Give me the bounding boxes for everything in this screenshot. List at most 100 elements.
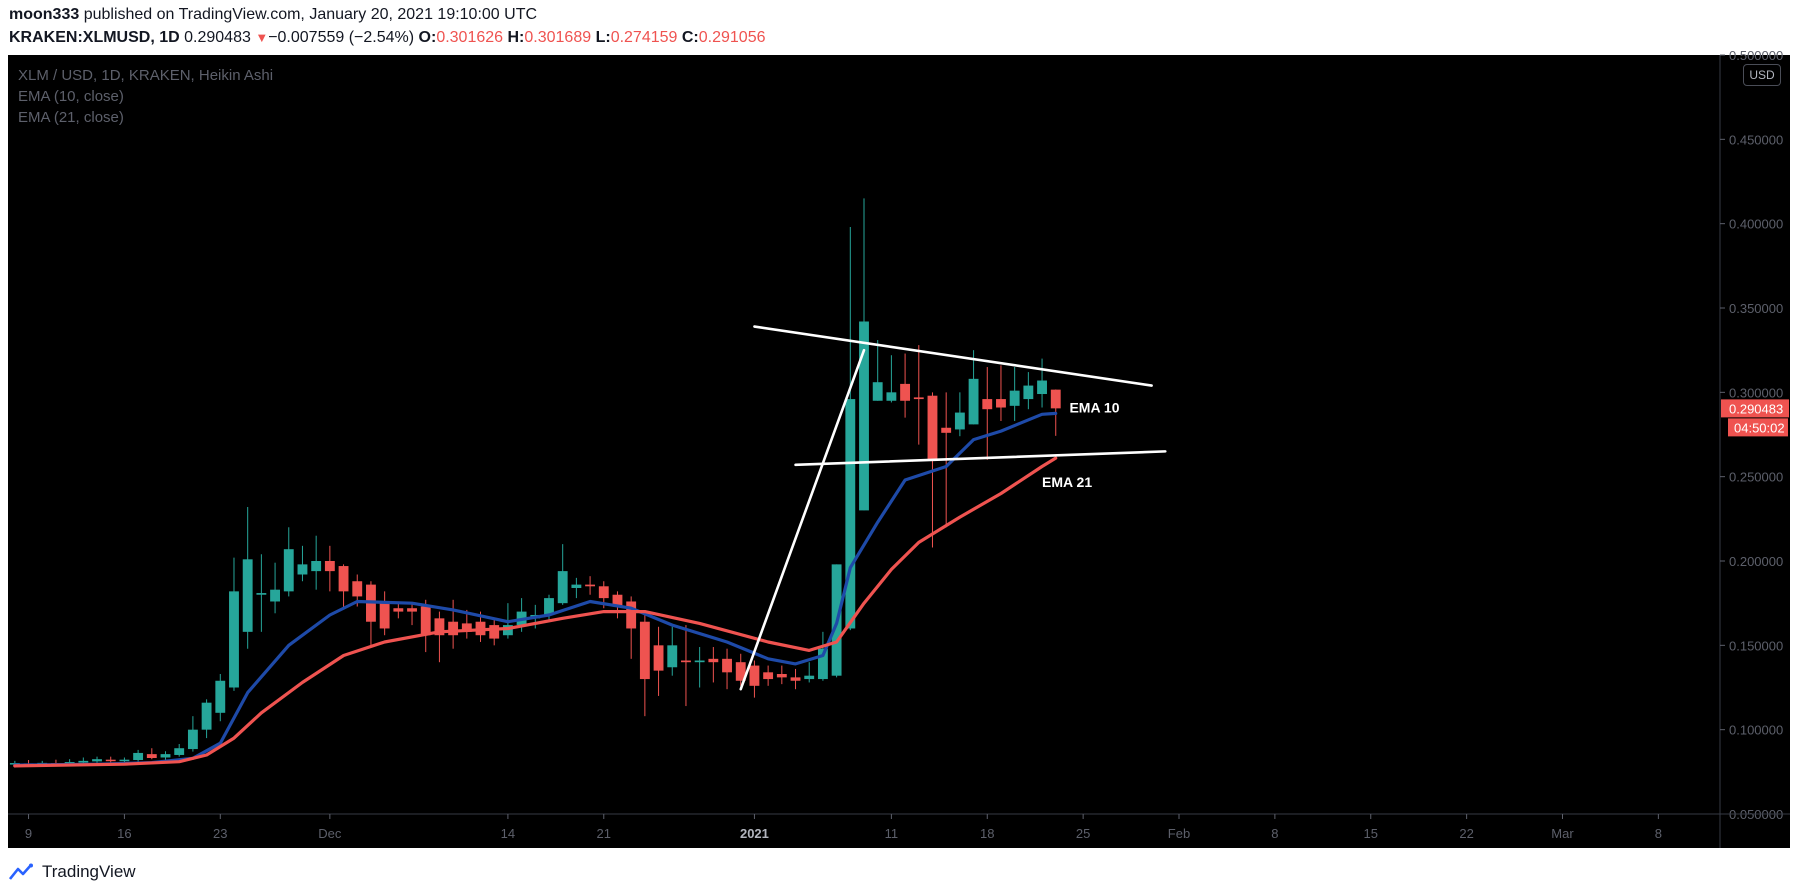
candle-body xyxy=(749,665,760,686)
candle-body xyxy=(598,586,609,599)
brand-text: TradingView xyxy=(42,862,136,881)
trendline-layer xyxy=(739,325,1167,691)
candle-body xyxy=(229,591,239,688)
candle xyxy=(845,227,856,631)
candle xyxy=(256,554,267,632)
candle xyxy=(324,545,335,592)
candle-body xyxy=(174,748,185,755)
candle-body xyxy=(653,645,664,671)
candle-body xyxy=(790,677,801,681)
candle-body xyxy=(845,399,856,629)
candle-body xyxy=(735,662,746,681)
candle-body xyxy=(996,399,1006,408)
last-price: 0.290483 xyxy=(184,29,251,46)
candle xyxy=(872,340,883,401)
candle xyxy=(626,596,637,659)
candle-body xyxy=(612,594,623,607)
legend-ema21[interactable]: EMA (21, close) xyxy=(18,109,124,126)
candle xyxy=(544,594,554,622)
low-value: 0.274159 xyxy=(610,29,678,46)
candle xyxy=(1009,367,1020,422)
candle-body xyxy=(585,584,596,587)
candle-body xyxy=(927,395,938,460)
candle-body xyxy=(352,581,363,597)
symbol-name[interactable]: KRAKEN:XLMUSD, 1D xyxy=(9,29,180,46)
candle xyxy=(886,355,897,403)
candle-body xyxy=(557,571,568,604)
candle-body xyxy=(1023,385,1034,400)
candle-body xyxy=(420,606,431,636)
time-tick-label: 8 xyxy=(1271,826,1278,841)
legend-main[interactable]: XLM / USD, 1D, KRAKEN, Heikin Ashi xyxy=(18,67,274,84)
candle-body xyxy=(968,378,979,425)
chart-frame[interactable] xyxy=(8,55,1790,848)
price-tick-label: 0.100000 xyxy=(1729,723,1783,738)
candle-body xyxy=(256,593,267,595)
candle-body xyxy=(667,645,678,668)
candle xyxy=(571,577,582,599)
candle-body xyxy=(626,601,637,629)
annotation-layer: EMA 10 EMA 21 xyxy=(1042,400,1120,490)
candle xyxy=(461,609,472,639)
legend-ema10[interactable]: EMA (10, close) xyxy=(18,88,124,105)
down-arrow-icon: ▼ xyxy=(255,30,269,45)
candle xyxy=(982,367,993,460)
candle xyxy=(913,345,924,445)
candle-body xyxy=(160,754,171,758)
candle-body xyxy=(694,660,705,663)
published-text: published on TradingView.com, January 20… xyxy=(79,6,538,23)
candle-body xyxy=(324,561,335,572)
candle xyxy=(694,647,705,688)
candle-body xyxy=(461,623,472,632)
time-tick-label: 25 xyxy=(1076,826,1090,841)
price-tick-label: 0.500000 xyxy=(1729,48,1783,63)
candle-body xyxy=(886,392,897,401)
currency-badge[interactable]: USD xyxy=(1743,64,1781,86)
candle xyxy=(681,625,691,707)
candle-body xyxy=(859,321,869,511)
ema-layer xyxy=(13,411,1058,768)
time-tick-label: 21 xyxy=(597,826,611,841)
candle xyxy=(708,647,719,683)
countdown-label: 04:50:02 xyxy=(1734,420,1785,435)
tradingview-logo[interactable]: TradingView xyxy=(9,862,136,882)
candle-body xyxy=(283,549,294,592)
tradingview-logo-icon xyxy=(9,863,33,880)
price-tick-label: 0.350000 xyxy=(1729,301,1783,316)
candle-body xyxy=(708,658,719,663)
candle-body xyxy=(393,608,404,612)
candle-body xyxy=(201,702,212,730)
candle xyxy=(763,665,774,686)
candle-body xyxy=(1009,390,1020,406)
time-tick-label: 16 xyxy=(117,826,131,841)
candle-body xyxy=(544,598,554,615)
candle xyxy=(1023,372,1034,410)
candle xyxy=(187,716,198,752)
candle-body xyxy=(872,382,883,401)
countdown-badge xyxy=(1728,418,1788,437)
last-price-badge xyxy=(1721,399,1789,418)
candle xyxy=(242,507,253,649)
candle-body xyxy=(407,608,417,612)
price-label-layer: 0.290483 04:50:02 xyxy=(1721,399,1789,437)
time-tick-label: 22 xyxy=(1459,826,1473,841)
publish-info: moon333 published on TradingView.com, Ja… xyxy=(9,6,537,24)
candle xyxy=(146,748,157,760)
symbol-info-line: KRAKEN:XLMUSD, 1D 0.290483 ▼−0.007559 (−… xyxy=(9,29,766,47)
price-tick-label: 0.250000 xyxy=(1729,470,1783,485)
candle-body xyxy=(133,752,144,761)
price-tick-label: 0.200000 xyxy=(1729,554,1783,569)
candle-body xyxy=(817,648,828,680)
candle xyxy=(366,581,376,648)
candle-body xyxy=(954,412,965,430)
candle-body xyxy=(571,584,582,588)
price-tick-label: 0.400000 xyxy=(1729,217,1783,232)
candle-body xyxy=(489,625,500,639)
candle-body xyxy=(1050,389,1061,409)
price-tick-label: 0.300000 xyxy=(1729,385,1783,400)
time-tick-label: 8 xyxy=(1655,826,1662,841)
time-tick-label: 14 xyxy=(501,826,515,841)
author-name[interactable]: moon333 xyxy=(9,6,80,23)
candle-body xyxy=(448,621,459,636)
